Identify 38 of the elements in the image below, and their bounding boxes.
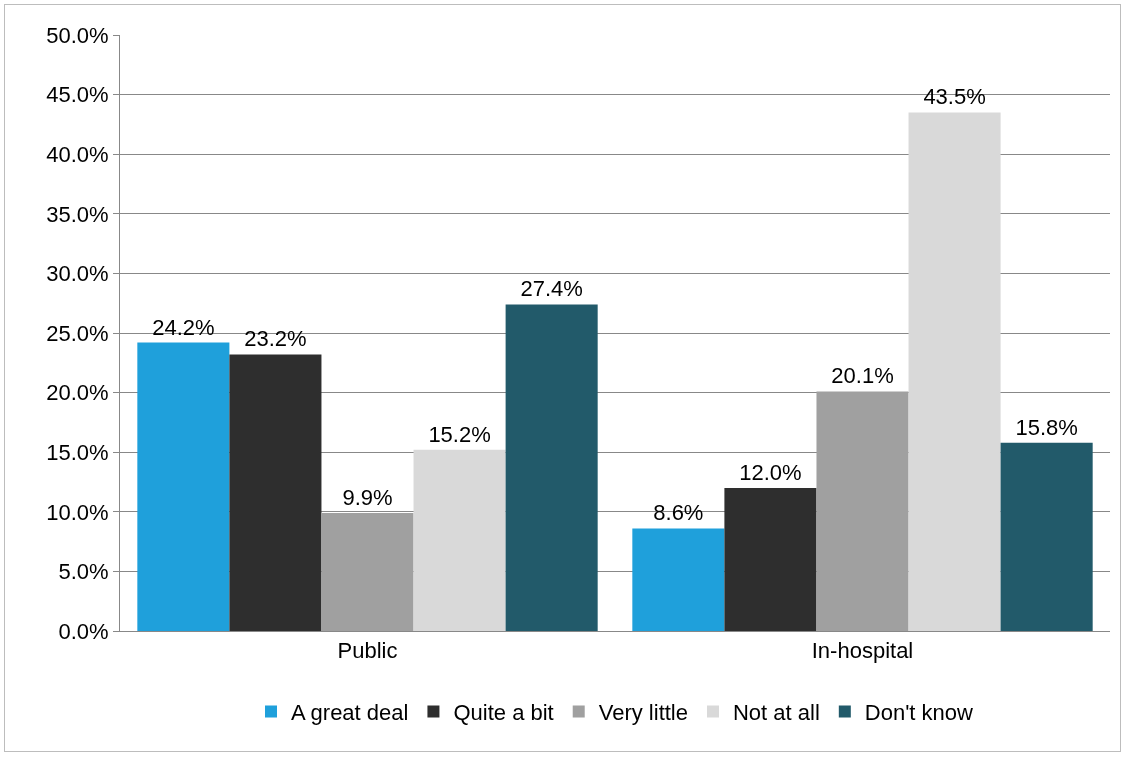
bar bbox=[724, 487, 817, 631]
bar bbox=[1000, 442, 1093, 631]
data-label: 20.1% bbox=[831, 363, 894, 389]
data-label: 15.2% bbox=[428, 421, 491, 447]
bar bbox=[816, 391, 909, 631]
y-tick-label: 10.0% bbox=[46, 499, 109, 525]
legend-label: Not at all bbox=[732, 699, 820, 725]
bar bbox=[321, 512, 414, 631]
y-tick-label: 0.0% bbox=[58, 618, 109, 644]
data-label: 12.0% bbox=[739, 459, 802, 485]
legend-label: Don't know bbox=[864, 699, 974, 725]
data-label: 8.6% bbox=[653, 500, 704, 526]
bar bbox=[413, 449, 506, 631]
y-tick-label: 35.0% bbox=[46, 201, 109, 227]
data-label: 24.2% bbox=[152, 314, 215, 340]
data-label: 23.2% bbox=[244, 326, 307, 352]
y-tick-label: 25.0% bbox=[46, 320, 109, 346]
bar bbox=[632, 528, 725, 631]
data-label: 43.5% bbox=[923, 84, 986, 110]
bar bbox=[229, 354, 322, 631]
data-label: 27.4% bbox=[520, 276, 583, 302]
legend-label: A great deal bbox=[291, 699, 409, 725]
y-tick-label: 5.0% bbox=[58, 559, 109, 585]
x-tick-label: Public bbox=[337, 638, 398, 664]
legend-label: Quite a bit bbox=[453, 699, 554, 725]
data-label: 15.8% bbox=[1015, 414, 1078, 440]
bar bbox=[505, 304, 598, 631]
y-tick-label: 50.0% bbox=[46, 22, 109, 48]
data-label: 9.9% bbox=[342, 484, 393, 510]
x-tick-label: In-hospital bbox=[811, 638, 914, 664]
y-tick-label: 40.0% bbox=[46, 141, 109, 167]
y-tick-label: 45.0% bbox=[46, 82, 109, 108]
legend-label: Very little bbox=[598, 699, 688, 725]
bar bbox=[137, 342, 230, 631]
y-tick-label: 20.0% bbox=[46, 380, 109, 406]
bar bbox=[908, 112, 1001, 631]
y-tick-label: 30.0% bbox=[46, 261, 109, 287]
y-tick-label: 15.0% bbox=[46, 439, 109, 465]
